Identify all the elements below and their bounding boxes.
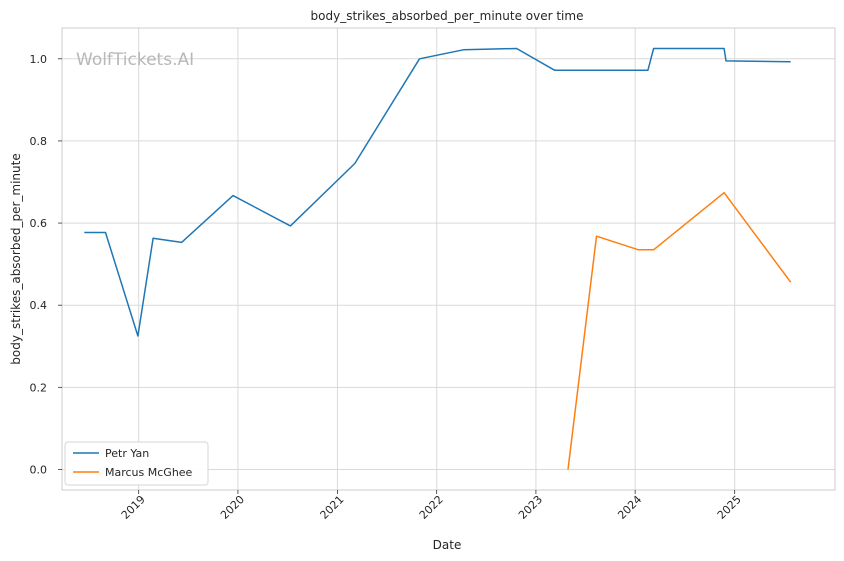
watermark: WolfTickets.AI xyxy=(76,50,194,70)
y-tick-label: 0.6 xyxy=(30,217,48,230)
series-line-marcus-mcghee xyxy=(567,191,792,470)
x-axis-label: Date xyxy=(433,538,462,552)
y-tick-label: 0.4 xyxy=(30,299,48,312)
y-tick-label: 0.2 xyxy=(30,381,48,394)
watermark-text: WolfTickets.AI xyxy=(76,50,194,70)
chart-title: body_strikes_absorbed_per_minute over ti… xyxy=(311,9,584,23)
series-lines xyxy=(84,47,792,470)
plot-area-frame xyxy=(61,27,836,491)
legend-label-petr-yan: Petr Yan xyxy=(105,447,149,460)
y-tick-label: 0.0 xyxy=(30,463,48,476)
y-tick-label: 0.8 xyxy=(30,135,48,148)
series-line-petr-yan xyxy=(84,47,791,337)
y-axis-label: body_strikes_absorbed_per_minute xyxy=(9,153,23,364)
y-tick-label: 1.0 xyxy=(30,53,48,66)
legend-box xyxy=(64,441,209,486)
y-axis-ticks: 0.0 0.2 0.4 0.6 0.8 1.0 xyxy=(30,53,62,476)
legend: Petr Yan Marcus McGhee xyxy=(64,441,209,486)
legend-label-marcus-mcghee: Marcus McGhee xyxy=(105,466,193,479)
